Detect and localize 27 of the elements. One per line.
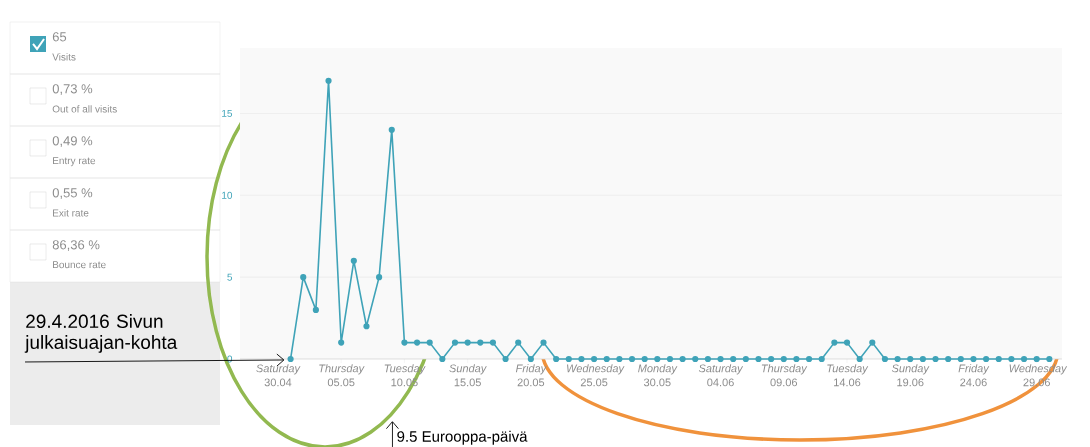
x-tick-label: Thursday 09.06 xyxy=(761,364,808,387)
x-tick-label: Sunday 15.05 xyxy=(449,364,487,387)
text: Bounce rate xyxy=(53,261,106,269)
x-tick-label: Sunday 19.06 xyxy=(891,364,930,387)
x-tick-label: Wednesday 25.05 xyxy=(567,364,625,387)
text: 9.5 Eurooppa-päivä xyxy=(397,430,528,445)
text: 0,55 % xyxy=(52,188,93,199)
annotation: 29.4.2016 Sivun julkaisuajan-kohta xyxy=(24,314,178,353)
text: 86,36 % xyxy=(52,240,100,251)
text: Entry rate xyxy=(53,157,96,167)
x-tick-label: Friday 24.06 xyxy=(958,364,990,387)
x-tick-label: Saturday 30.04 xyxy=(256,364,301,387)
text: Exit rate xyxy=(53,209,89,217)
y-tick-label: 15 xyxy=(222,109,233,117)
x-tick-label: Friday 20.05 xyxy=(515,364,547,387)
x-tick-label: Monday 30.05 xyxy=(638,364,678,387)
text: Out of all visits xyxy=(52,105,117,113)
x-tick-label: Saturday 04.06 xyxy=(698,364,744,387)
y-tick-label: 10 xyxy=(222,191,233,199)
text: Visits xyxy=(52,53,76,61)
text: 0,49 % xyxy=(52,136,93,147)
text: 65 xyxy=(52,32,67,42)
text: 0,73 % xyxy=(52,84,93,95)
x-tick-label: Thursday 05.05 xyxy=(319,364,365,387)
x-tick-label: Tuesday 14.06 xyxy=(827,364,869,387)
y-tick-label: 0 xyxy=(227,355,233,363)
y-tick-label: 5 xyxy=(227,273,233,281)
